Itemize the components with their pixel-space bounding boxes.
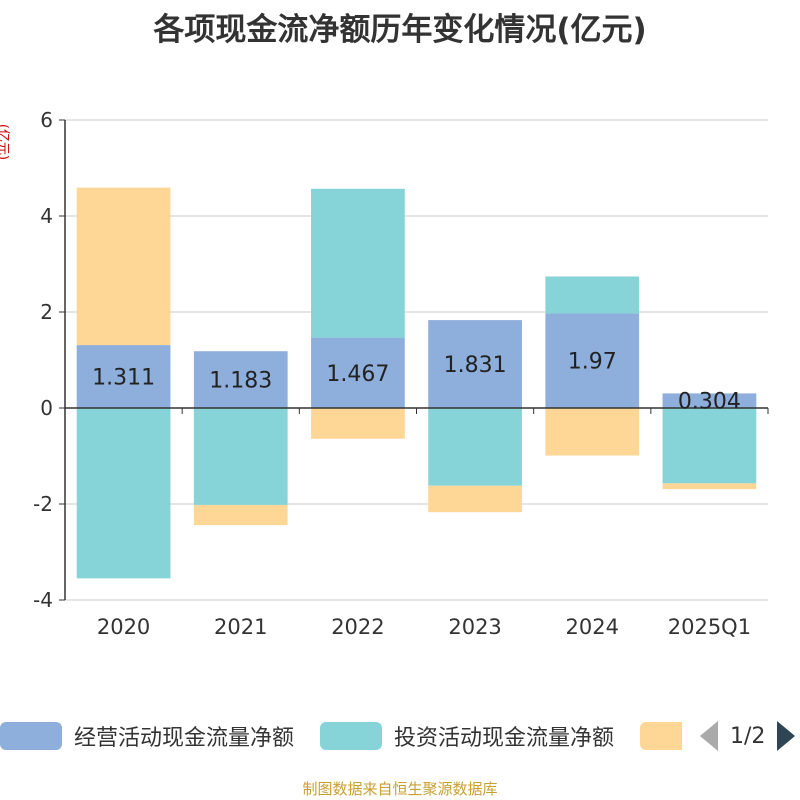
bar-series3-2022 [311,408,405,439]
legend-item-third[interactable] [640,716,682,756]
data-label: 1.311 [92,366,155,391]
data-label: 1.831 [444,353,507,378]
bar-series2-2024 [545,276,640,314]
legend-swatch-operating [0,722,62,750]
bar-series1-2025Q1 [662,393,757,408]
bar-series2-2020 [76,408,171,579]
legend-swatch-investing [320,722,382,750]
x-tick-label: 2023 [448,615,501,639]
legend-item-operating[interactable]: 经营活动现金流量净额 [0,716,294,756]
bar-series3-2020 [76,187,171,346]
data-label: 1.97 [568,350,617,375]
bar-series2-2025Q1 [662,408,757,484]
bar-series3-2023 [428,485,522,513]
data-label: 1.183 [209,369,272,394]
legend-label-operating: 经营活动现金流量净额 [74,726,295,751]
data-label: 1.467 [326,362,389,387]
bar-series1-2024 [545,313,640,408]
data-label: 0.304 [678,390,741,415]
legend-label-investing: 投资活动现金流量净额 [394,726,615,751]
bar-series1-2021 [193,351,288,408]
x-tick-label: 2022 [331,615,384,639]
y-tick-label: -2 [33,492,53,516]
legend-page-indicator: 1/2 [730,723,766,749]
x-tick-label: 2021 [214,615,267,639]
y-tick-label: -4 [33,588,53,612]
legend-item-investing[interactable]: 投资活动现金流量净额 [320,716,614,756]
bar-series1-2020 [76,345,171,408]
legend-pager: 1/2 [700,716,796,756]
data-source-note: 制图数据来自恒生聚源数据库 [302,780,498,798]
legend-swatch-third [640,722,682,750]
legend-prev-page-icon[interactable] [700,721,718,751]
bar-series3-2025Q1 [662,483,757,490]
legend-next-page-icon[interactable] [777,721,796,751]
y-tick-label: 2 [40,300,53,324]
x-tick-label: 2020 [97,615,150,639]
y-tick-label: 4 [40,204,53,228]
legend: 经营活动现金流量净额 投资活动现金流量净额 1/2 [0,716,800,756]
bar-chart: 6 4 2 0 -2 -4 2020 2021 2022 2023 2024 2025Q1 1.311 1… [33,108,769,639]
bar-series2-2021 [193,408,288,505]
y-tick-label: 0 [40,396,53,420]
y-tick-label: 6 [40,108,53,132]
bar-series3-2024 [545,408,640,456]
bar-series3-2021 [193,504,288,526]
bar-series1-2023 [428,320,522,408]
chart-title: 各项现金流净额历年变化情况(亿元) [153,12,647,48]
bar-series2-2022 [311,188,405,338]
bar-series1-2022 [311,337,405,408]
bar-series2-2023 [428,408,522,486]
x-tick-label: 2025Q1 [668,615,751,639]
x-tick-label: 2024 [566,615,619,639]
